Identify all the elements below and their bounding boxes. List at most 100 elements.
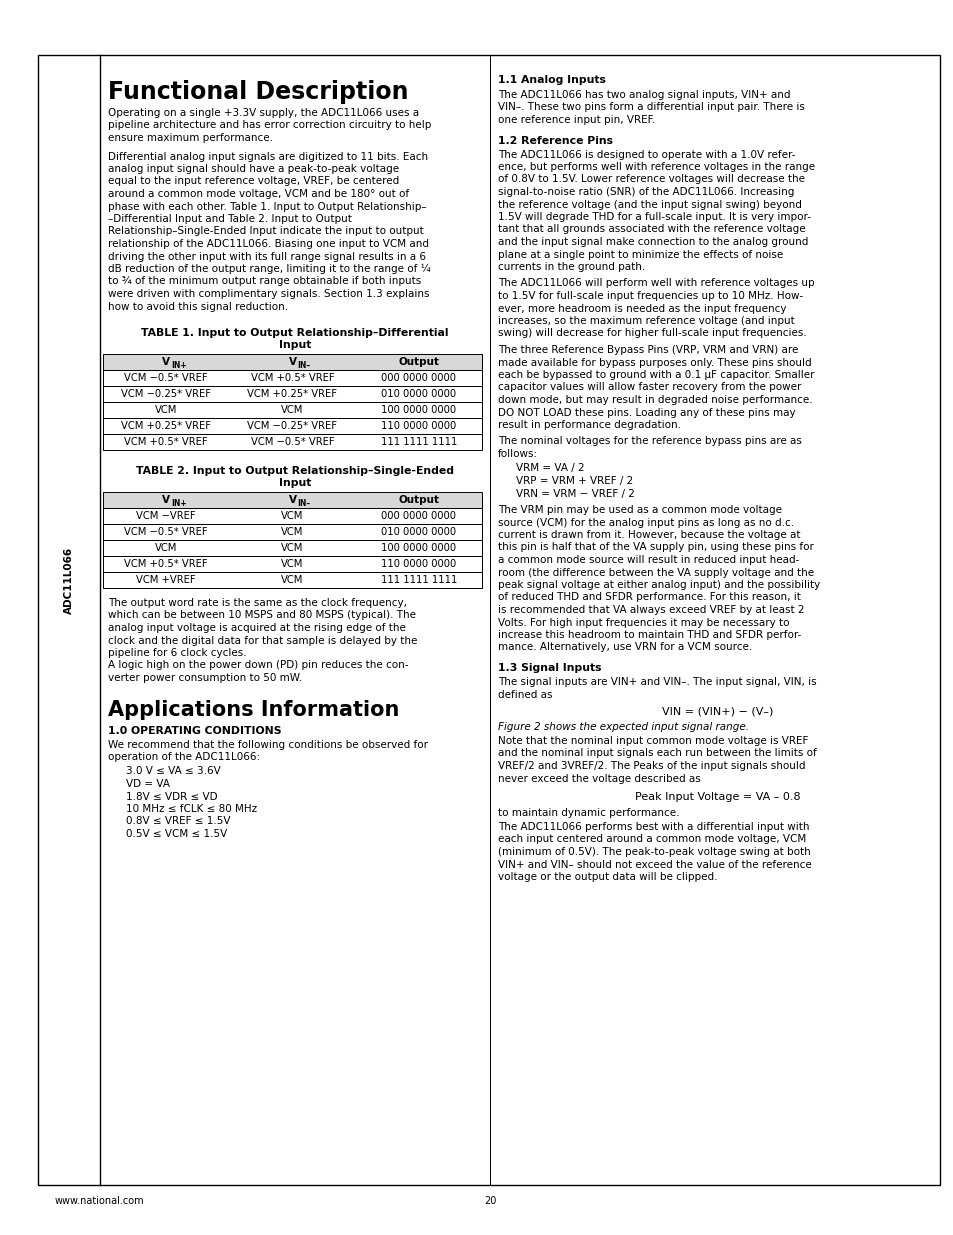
Text: (minimum of 0.5V). The peak-to-peak voltage swing at both: (minimum of 0.5V). The peak-to-peak volt… <box>497 847 810 857</box>
Bar <box>103 403 481 417</box>
Bar <box>103 370 481 387</box>
Bar <box>103 556 481 572</box>
Text: and the nominal input signals each run between the limits of: and the nominal input signals each run b… <box>497 748 816 758</box>
Text: VCM −0.25* VREF: VCM −0.25* VREF <box>121 389 211 399</box>
Text: VCM: VCM <box>154 543 177 553</box>
Text: tant that all grounds associated with the reference voltage: tant that all grounds associated with th… <box>497 225 804 235</box>
Text: is recommended that VA always exceed VREF by at least 2: is recommended that VA always exceed VRE… <box>497 605 803 615</box>
Text: The output word rate is the same as the clock frequency,: The output word rate is the same as the … <box>108 598 407 608</box>
Text: source (VCM) for the analog input pins as long as no d.c.: source (VCM) for the analog input pins a… <box>497 517 793 527</box>
Text: VIN+ and VIN– should not exceed the value of the reference: VIN+ and VIN– should not exceed the valu… <box>497 860 811 869</box>
Text: operation of the ADC11L066:: operation of the ADC11L066: <box>108 752 260 762</box>
Text: VIN–. These two pins form a differential input pair. There is: VIN–. These two pins form a differential… <box>497 103 804 112</box>
Text: VCM: VCM <box>281 405 303 415</box>
Text: Operating on a single +3.3V supply, the ADC11L066 uses a: Operating on a single +3.3V supply, the … <box>108 107 418 119</box>
Text: each input centered around a common mode voltage, VCM: each input centered around a common mode… <box>497 835 805 845</box>
Text: The VRM pin may be used as a common mode voltage: The VRM pin may be used as a common mode… <box>497 505 781 515</box>
Text: VCM: VCM <box>281 543 303 553</box>
Text: 000 0000 0000: 000 0000 0000 <box>381 373 456 383</box>
Text: to ¾ of the minimum output range obtainable if both inputs: to ¾ of the minimum output range obtaina… <box>108 277 421 287</box>
Text: The nominal voltages for the reference bypass pins are as: The nominal voltages for the reference b… <box>497 436 801 447</box>
Text: TABLE 2. Input to Output Relationship–Single-Ended: TABLE 2. Input to Output Relationship–Si… <box>136 466 454 475</box>
Text: We recommend that the following conditions be observed for: We recommend that the following conditio… <box>108 740 428 750</box>
Text: pipeline for 6 clock cycles.: pipeline for 6 clock cycles. <box>108 648 247 658</box>
Text: 110 0000 0000: 110 0000 0000 <box>381 559 456 569</box>
Bar <box>103 433 481 450</box>
Text: VREF/2 and 3VREF/2. The Peaks of the input signals should: VREF/2 and 3VREF/2. The Peaks of the inp… <box>497 761 804 771</box>
Bar <box>103 540 481 556</box>
Text: mance. Alternatively, use VRN for a VCM source.: mance. Alternatively, use VRN for a VCM … <box>497 642 752 652</box>
Bar <box>103 387 481 403</box>
Text: to maintain dynamic performance.: to maintain dynamic performance. <box>497 808 679 818</box>
Text: VIN = (VIN+) − (V–): VIN = (VIN+) − (V–) <box>661 706 773 716</box>
Text: VCM +0.25* VREF: VCM +0.25* VREF <box>121 421 211 431</box>
Text: clock and the digital data for that sample is delayed by the: clock and the digital data for that samp… <box>108 636 417 646</box>
Text: V: V <box>162 357 170 367</box>
Text: Peak Input Voltage = VA – 0.8: Peak Input Voltage = VA – 0.8 <box>635 792 800 802</box>
Text: V: V <box>162 495 170 505</box>
Text: 1.1 Analog Inputs: 1.1 Analog Inputs <box>497 75 605 85</box>
Text: VCM +0.5* VREF: VCM +0.5* VREF <box>124 559 208 569</box>
Text: VCM +0.5* VREF: VCM +0.5* VREF <box>251 373 334 383</box>
Text: 010 0000 0000: 010 0000 0000 <box>381 389 456 399</box>
Text: analog input signal should have a peak-to-peak voltage: analog input signal should have a peak-t… <box>108 164 398 174</box>
Text: Volts. For high input frequencies it may be necessary to: Volts. For high input frequencies it may… <box>497 618 789 627</box>
Text: TABLE 1. Input to Output Relationship–Differential: TABLE 1. Input to Output Relationship–Di… <box>141 329 448 338</box>
Text: room (the difference between the VA supply voltage and the: room (the difference between the VA supp… <box>497 568 813 578</box>
Text: IN–: IN– <box>297 361 311 369</box>
Text: The ADC11L066 performs best with a differential input with: The ADC11L066 performs best with a diffe… <box>497 823 809 832</box>
Text: and the input signal make connection to the analog ground: and the input signal make connection to … <box>497 237 807 247</box>
Text: Applications Information: Applications Information <box>108 699 399 720</box>
Text: one reference input pin, VREF.: one reference input pin, VREF. <box>497 115 655 125</box>
Text: dB reduction of the output range, limiting it to the range of ¼: dB reduction of the output range, limiti… <box>108 264 431 274</box>
Text: V: V <box>288 495 296 505</box>
Text: pipeline architecture and has error correction circuitry to help: pipeline architecture and has error corr… <box>108 121 431 131</box>
Text: Figure 2 shows the expected input signal range.: Figure 2 shows the expected input signal… <box>497 722 748 732</box>
Text: ensure maximum performance.: ensure maximum performance. <box>108 133 273 143</box>
Bar <box>103 417 481 433</box>
Text: 100 0000 0000: 100 0000 0000 <box>381 543 456 553</box>
Text: ence, but performs well with reference voltages in the range: ence, but performs well with reference v… <box>497 162 814 172</box>
Text: 10 MHz ≤ fCLK ≤ 80 MHz: 10 MHz ≤ fCLK ≤ 80 MHz <box>126 804 257 814</box>
Text: capacitor values will allow faster recovery from the power: capacitor values will allow faster recov… <box>497 383 801 393</box>
Text: swing) will decrease for higher full-scale input frequencies.: swing) will decrease for higher full-sca… <box>497 329 806 338</box>
Text: analog input voltage is acquired at the rising edge of the: analog input voltage is acquired at the … <box>108 622 405 634</box>
Text: VCM: VCM <box>154 405 177 415</box>
Text: VCM −0.5* VREF: VCM −0.5* VREF <box>124 527 208 537</box>
Text: phase with each other. Table 1. Input to Output Relationship–: phase with each other. Table 1. Input to… <box>108 201 426 211</box>
Text: relationship of the ADC11L066. Biasing one input to VCM and: relationship of the ADC11L066. Biasing o… <box>108 240 429 249</box>
Text: signal-to-noise ratio (SNR) of the ADC11L066. Increasing: signal-to-noise ratio (SNR) of the ADC11… <box>497 186 794 198</box>
Text: 1.3 Signal Inputs: 1.3 Signal Inputs <box>497 663 601 673</box>
Text: 1.2 Reference Pins: 1.2 Reference Pins <box>497 136 613 146</box>
Text: 000 0000 0000: 000 0000 0000 <box>381 511 456 521</box>
Text: VCM −0.25* VREF: VCM −0.25* VREF <box>247 421 337 431</box>
Text: IN–: IN– <box>297 499 311 508</box>
Text: of 0.8V to 1.5V. Lower reference voltages will decrease the: of 0.8V to 1.5V. Lower reference voltage… <box>497 174 804 184</box>
Text: The ADC11L066 has two analog signal inputs, VIN+ and: The ADC11L066 has two analog signal inpu… <box>497 90 790 100</box>
Text: The ADC11L066 will perform well with reference voltages up: The ADC11L066 will perform well with ref… <box>497 279 814 289</box>
Text: –Differential Input and Table 2. Input to Output: –Differential Input and Table 2. Input t… <box>108 214 352 224</box>
Text: how to avoid this signal reduction.: how to avoid this signal reduction. <box>108 301 288 311</box>
Text: Functional Description: Functional Description <box>108 80 408 104</box>
Text: VCM −VREF: VCM −VREF <box>136 511 195 521</box>
Text: increases, so the maximum reference voltage (and input: increases, so the maximum reference volt… <box>497 316 794 326</box>
Text: never exceed the voltage described as: never exceed the voltage described as <box>497 773 700 783</box>
Text: ever, more headroom is needed as the input frequency: ever, more headroom is needed as the inp… <box>497 304 785 314</box>
Text: voltage or the output data will be clipped.: voltage or the output data will be clipp… <box>497 872 717 882</box>
Text: Relationship–Single-Ended Input indicate the input to output: Relationship–Single-Ended Input indicate… <box>108 226 423 236</box>
Text: VCM: VCM <box>281 511 303 521</box>
Text: VCM +0.25* VREF: VCM +0.25* VREF <box>247 389 337 399</box>
Text: VCM +0.5* VREF: VCM +0.5* VREF <box>124 437 208 447</box>
Text: were driven with complimentary signals. Section 1.3 explains: were driven with complimentary signals. … <box>108 289 429 299</box>
Text: which can be between 10 MSPS and 80 MSPS (typical). The: which can be between 10 MSPS and 80 MSPS… <box>108 610 416 620</box>
Text: IN+: IN+ <box>171 361 187 369</box>
Text: VCM −0.5* VREF: VCM −0.5* VREF <box>124 373 208 383</box>
Text: The signal inputs are VIN+ and VIN–. The input signal, VIN, is: The signal inputs are VIN+ and VIN–. The… <box>497 677 816 687</box>
Text: of reduced THD and SFDR performance. For this reason, it: of reduced THD and SFDR performance. For… <box>497 593 800 603</box>
Text: the reference voltage (and the input signal swing) beyond: the reference voltage (and the input sig… <box>497 200 801 210</box>
Text: plane at a single point to minimize the effects of noise: plane at a single point to minimize the … <box>497 249 782 259</box>
Text: peak signal voltage at either analog input) and the possibility: peak signal voltage at either analog inp… <box>497 580 820 590</box>
Text: result in performance degradation.: result in performance degradation. <box>497 420 680 430</box>
Text: VD = VA: VD = VA <box>126 779 170 789</box>
Text: 20: 20 <box>483 1195 496 1207</box>
